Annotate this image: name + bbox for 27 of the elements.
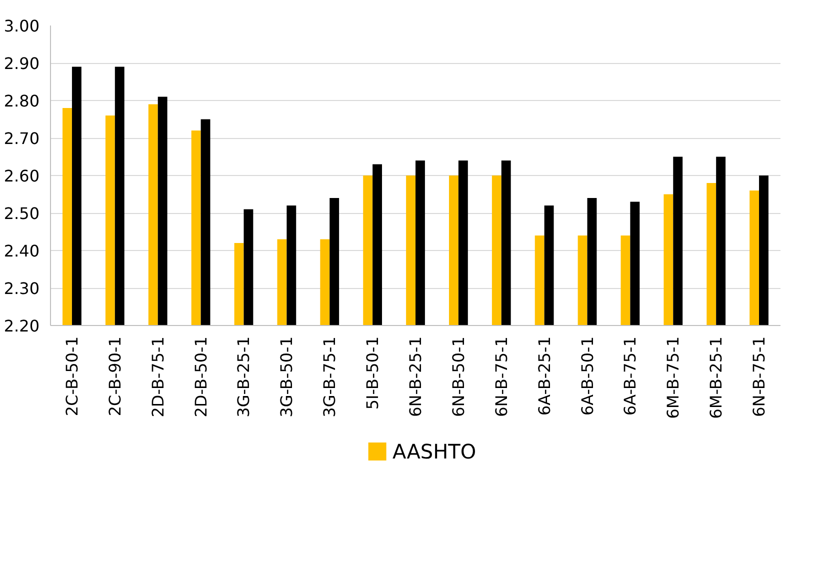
y-tick-label: 2.70 bbox=[4, 129, 40, 148]
y-tick-label: 2.80 bbox=[4, 92, 40, 110]
x-tick-label: 6N-B-75-1 bbox=[492, 336, 511, 417]
x-tick-label: 5I-B-50-1 bbox=[363, 336, 382, 410]
y-tick-label: 3.00 bbox=[4, 16, 40, 36]
legend-label: AASHTO bbox=[392, 440, 476, 464]
x-tick-label: 6M-B-75-1 bbox=[664, 336, 683, 419]
x-tick-label: 3G-B-50-1 bbox=[277, 336, 296, 418]
y-tick-label: 2.60 bbox=[4, 166, 40, 186]
x-tick-label: 2D-B-50-1 bbox=[191, 336, 210, 418]
x-tick-label: 2C-B-90-1 bbox=[105, 336, 124, 416]
y-tick-label: 2.30 bbox=[4, 279, 40, 298]
x-tick-label: 6M-B-25-1 bbox=[706, 336, 726, 419]
y-tick-label: 2.40 bbox=[4, 242, 40, 260]
y-tick-label: 2.20 bbox=[4, 316, 40, 336]
y-tick-label: 2.90 bbox=[4, 54, 40, 73]
x-tick-label: 3G-B-75-1 bbox=[320, 336, 340, 418]
x-tick-label: 2C-B-50-1 bbox=[62, 336, 82, 416]
x-tick-label: 6N-B-25-1 bbox=[406, 336, 425, 417]
x-tick-label: 6A-B-75-1 bbox=[620, 336, 640, 416]
x-tick-label: 6N-B-75-1 bbox=[750, 336, 769, 417]
x-tick-label: 2D-B-75-1 bbox=[148, 336, 168, 418]
x-tick-label: 3G-B-25-1 bbox=[234, 336, 254, 418]
x-tick-label: 6A-B-25-1 bbox=[534, 336, 554, 416]
x-tick-label: 6N-B-50-1 bbox=[448, 336, 468, 417]
x-tick-label: 6A-B-50-1 bbox=[578, 336, 597, 416]
y-tick-label: 2.50 bbox=[4, 204, 40, 223]
